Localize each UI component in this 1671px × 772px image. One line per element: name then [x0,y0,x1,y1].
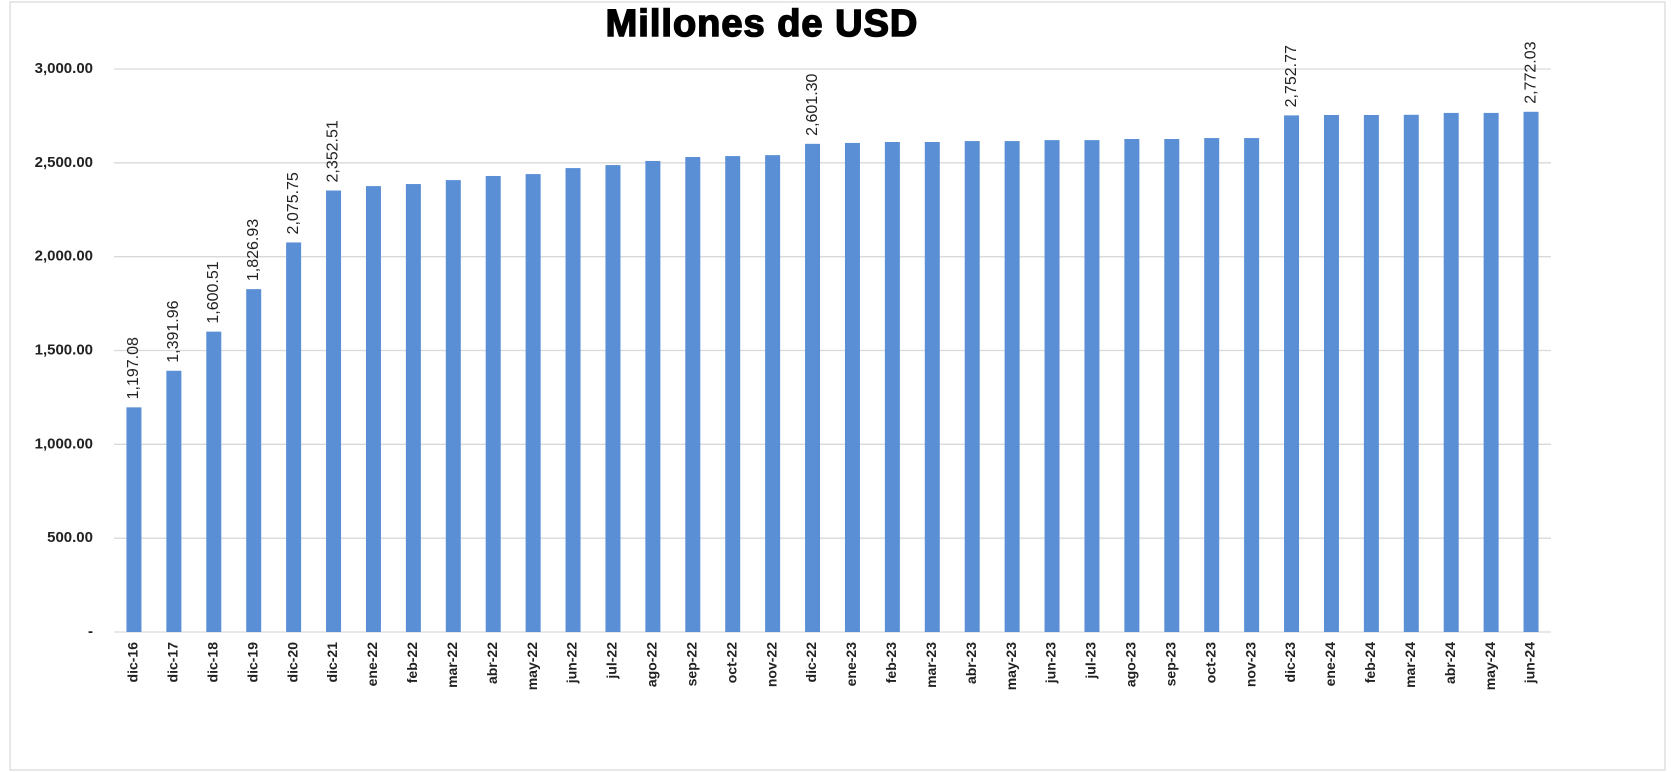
bar [446,180,461,632]
x-tick-label: jul-22 [604,642,620,680]
x-tick-label: abr-23 [963,642,979,684]
bar [366,186,381,632]
bar [246,289,261,632]
x-tick-label: jun-23 [1043,642,1059,684]
x-tick-label: feb-24 [1362,642,1378,683]
bar [725,156,740,632]
x-tick-label: nov-22 [763,642,779,687]
bar [1164,139,1179,632]
bar [885,142,900,632]
x-tick-label: nov-23 [1242,642,1258,687]
x-tick-label: feb-22 [404,642,420,683]
bar [1404,115,1419,632]
bar [206,332,221,632]
x-tick-label: jul-23 [1083,642,1099,680]
bar [1484,113,1499,632]
bar [925,142,940,632]
bar [126,407,141,632]
x-tick-label: ene-23 [843,642,859,687]
data-label: 2,352.51 [325,120,342,182]
x-tick-label: oct-23 [1202,642,1218,683]
bar [1045,140,1060,632]
bar [1524,112,1539,632]
bar [1244,138,1259,632]
x-tick-label: mar-24 [1402,642,1418,688]
bar [1444,113,1459,632]
x-tick-label: mar-22 [444,642,460,688]
bar [605,165,620,632]
x-tick-label: dic-16 [125,642,141,683]
bar [685,157,700,632]
bar [326,191,341,632]
x-tick-label: feb-23 [883,642,899,683]
y-tick-label: 3,000.00 [35,60,93,77]
x-tick-label: jun-24 [1522,642,1538,684]
x-tick-label: may-22 [524,642,540,690]
bar [1084,140,1099,632]
x-tick-label: ago-22 [644,642,660,687]
bar [1284,115,1299,632]
data-label: 1,197.08 [125,337,142,399]
bar [406,184,421,632]
x-tick-label: ene-22 [364,642,380,687]
data-label: 2,772.03 [1522,41,1539,103]
bar [166,371,181,632]
bar [566,168,581,632]
bar [765,155,780,632]
x-tick-label: oct-22 [723,642,739,683]
chart-title: Millones de USD [606,3,919,45]
x-tick-label: dic-23 [1282,642,1298,683]
bar [286,242,301,632]
bar [1324,115,1339,632]
bar [1204,138,1219,632]
x-tick-label: abr-24 [1442,642,1458,684]
y-tick-label: 500.00 [47,529,93,546]
data-label: 2,601.30 [804,73,821,135]
y-tick-label: 1,500.00 [35,341,93,358]
bar [526,174,541,632]
bar [486,176,501,632]
x-tick-label: mar-23 [923,642,939,688]
chart: Millones de USD - 500.00 1,000.00 1,500.00 2… [0,0,1671,772]
y-tick-label: - [88,623,93,640]
data-label: 1,826.93 [245,219,262,281]
bar [1124,139,1139,632]
bar [1364,115,1379,632]
x-tick-label: sep-23 [1162,642,1178,687]
bar [965,141,980,632]
x-tick-label: dic-21 [324,642,340,683]
data-label: 1,391.96 [165,300,182,362]
bar [1005,141,1020,632]
y-tick-label: 2,000.00 [35,248,93,265]
data-label: 2,075.75 [285,172,302,234]
x-tick-label: sep-22 [683,642,699,687]
x-tick-label: may-23 [1003,642,1019,690]
y-tick-label: 1,000.00 [35,435,93,452]
bar [645,161,660,632]
x-tick-label: dic-20 [284,642,300,683]
data-label: 1,600.51 [205,261,222,323]
x-tick-label: may-24 [1482,642,1498,690]
x-tick-label: dic-18 [204,642,220,683]
x-tick-label: dic-22 [803,642,819,683]
bar [805,144,820,632]
x-tick-label: abr-22 [484,642,500,684]
y-tick-label: 2,500.00 [35,154,93,171]
x-tick-label: ago-23 [1123,642,1139,687]
x-tick-label: dic-17 [165,642,181,683]
x-tick-label: jun-22 [564,642,580,684]
data-label: 2,752.77 [1283,45,1300,107]
x-tick-label: ene-24 [1322,642,1338,687]
x-tick-label: dic-19 [244,642,260,683]
bar [845,143,860,632]
